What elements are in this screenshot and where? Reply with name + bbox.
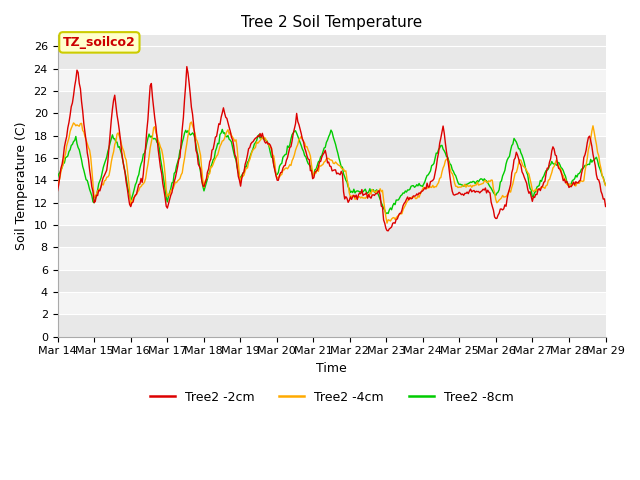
Line: Tree2 -8cm: Tree2 -8cm <box>58 130 605 214</box>
Tree2 -2cm <box>286 144 294 150</box>
Bar <box>58 248 605 270</box>
Bar <box>58 270 605 292</box>
Tree2 -8cm <box>286 142 294 148</box>
Tree2 -8cm <box>225 136 233 142</box>
Bar <box>58 180 605 203</box>
Bar <box>58 91 605 113</box>
Tree2 -2cm <box>183 64 191 70</box>
Y-axis label: Soil Temperature (C): Soil Temperature (C) <box>15 122 28 250</box>
X-axis label: Time: Time <box>316 362 347 375</box>
Tree2 -8cm <box>362 186 369 192</box>
Tree2 -4cm <box>383 220 391 226</box>
Tree2 -8cm <box>54 175 61 180</box>
Bar <box>58 158 605 180</box>
Legend: Tree2 -2cm, Tree2 -4cm, Tree2 -8cm: Tree2 -2cm, Tree2 -4cm, Tree2 -8cm <box>145 386 518 409</box>
Tree2 -8cm <box>554 162 561 168</box>
Tree2 -8cm <box>602 182 609 188</box>
Title: Tree 2 Soil Temperature: Tree 2 Soil Temperature <box>241 15 422 30</box>
Tree2 -4cm <box>54 183 61 189</box>
Bar <box>58 113 605 136</box>
Tree2 -2cm <box>362 192 369 197</box>
Bar <box>58 47 605 69</box>
Tree2 -4cm <box>225 132 233 137</box>
Line: Tree2 -4cm: Tree2 -4cm <box>58 122 605 223</box>
Line: Tree2 -2cm: Tree2 -2cm <box>58 67 605 231</box>
Bar <box>58 314 605 337</box>
Bar <box>58 69 605 91</box>
Tree2 -2cm <box>459 191 467 197</box>
Tree2 -4cm <box>459 183 467 189</box>
Tree2 -8cm <box>459 182 467 188</box>
Bar <box>58 136 605 158</box>
Text: TZ_soilco2: TZ_soilco2 <box>63 36 136 49</box>
Tree2 -4cm <box>389 215 397 221</box>
Tree2 -2cm <box>554 161 561 167</box>
Tree2 -2cm <box>389 220 397 226</box>
Tree2 -4cm <box>554 160 561 166</box>
Tree2 -4cm <box>286 162 294 168</box>
Bar <box>58 225 605 248</box>
Bar <box>58 292 605 314</box>
Tree2 -8cm <box>382 211 390 216</box>
Tree2 -8cm <box>218 127 226 132</box>
Tree2 -2cm <box>54 188 61 193</box>
Tree2 -2cm <box>225 124 233 130</box>
Tree2 -4cm <box>362 195 369 201</box>
Tree2 -4cm <box>602 183 609 189</box>
Bar <box>58 203 605 225</box>
Tree2 -2cm <box>602 204 609 209</box>
Tree2 -8cm <box>389 203 397 209</box>
Tree2 -4cm <box>188 119 195 125</box>
Tree2 -2cm <box>385 228 392 234</box>
